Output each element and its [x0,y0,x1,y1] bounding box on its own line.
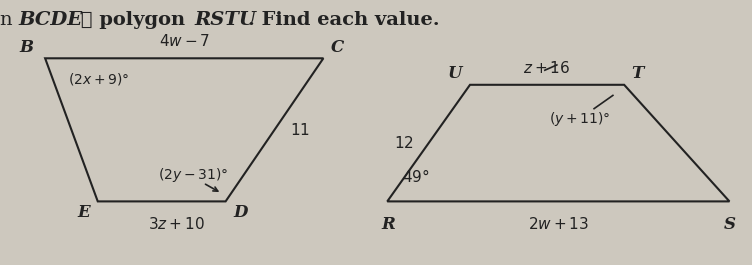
Text: RSTU: RSTU [194,11,256,29]
Text: $49°$: $49°$ [402,169,430,185]
Text: C: C [331,39,344,56]
Text: $11$: $11$ [290,122,310,138]
Text: $12$: $12$ [394,135,414,151]
Text: $2w+13$: $2w+13$ [528,216,589,232]
Text: $3z+10$: $3z+10$ [148,216,205,232]
Text: . Find each value.: . Find each value. [248,11,440,29]
Text: R: R [381,216,395,233]
Text: $4w-7$: $4w-7$ [159,33,210,49]
Text: $(2x+9)°$: $(2x+9)°$ [68,72,129,87]
Text: BCDE: BCDE [18,11,82,29]
Text: ≅ polygon: ≅ polygon [74,11,193,29]
Text: T: T [632,65,644,82]
Text: S: S [723,216,735,233]
Text: $(y+11)°$: $(y+11)°$ [549,110,611,128]
Text: $z+16$: $z+16$ [523,60,571,76]
Text: $(2y-31)°$: $(2y-31)°$ [158,166,228,184]
Text: B: B [20,39,34,56]
Text: E: E [77,204,90,221]
Text: n: n [0,11,19,29]
Text: D: D [233,204,247,221]
Text: U: U [448,65,462,82]
